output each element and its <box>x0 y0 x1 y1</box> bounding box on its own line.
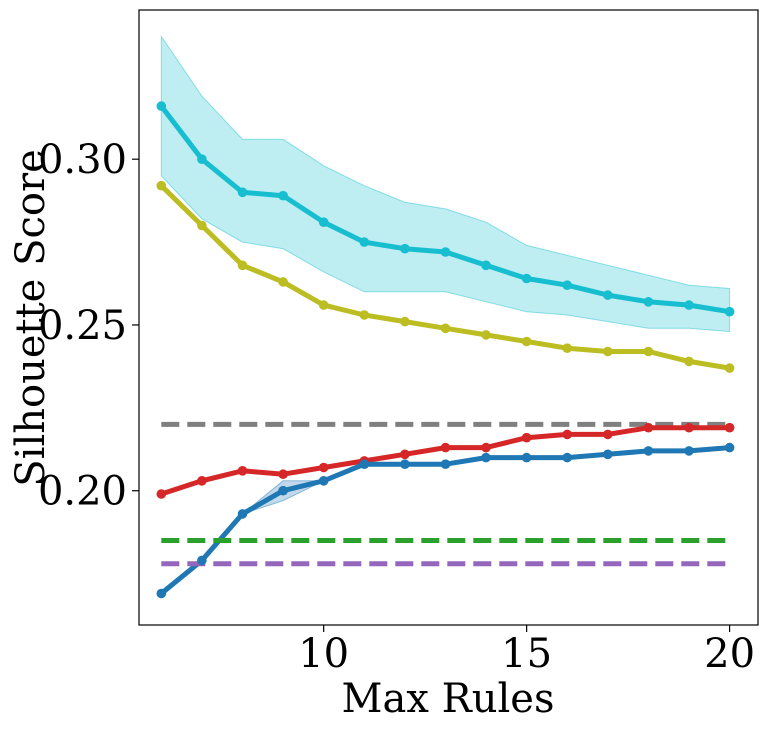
plot-area-frame <box>138 9 759 626</box>
series-0-point <box>278 190 288 201</box>
series-0-point <box>724 306 735 317</box>
series-3-point <box>318 462 329 473</box>
y-axis-ticks: 0.20 0.25 0.30 <box>38 137 139 515</box>
series-3-point <box>237 466 248 476</box>
series-3-point <box>643 422 654 433</box>
series-3-point <box>440 442 451 453</box>
series-4-point <box>318 476 329 486</box>
series-1-point <box>278 277 288 287</box>
series-3-point <box>278 469 288 480</box>
series-4-point <box>237 509 248 519</box>
series-4-point <box>562 452 572 463</box>
series-1-point <box>481 330 491 340</box>
series-1-point <box>156 180 167 191</box>
series-0-point <box>359 237 370 247</box>
series-3-point <box>481 442 491 453</box>
series-3-point <box>521 432 532 443</box>
series-3-point <box>400 449 410 460</box>
series-0-point <box>603 290 613 300</box>
y-tick-label: 0.25 <box>38 303 127 349</box>
series-1-point <box>318 300 329 310</box>
series-1-point <box>562 343 572 354</box>
series-1-point <box>684 356 694 367</box>
series-1-point <box>400 316 410 327</box>
series-0-point <box>440 247 451 257</box>
series-markers <box>156 101 735 599</box>
series-4-point <box>481 452 491 463</box>
x-tick-label: 20 <box>704 631 755 677</box>
series-4-point <box>603 449 613 460</box>
series-4-point <box>359 459 370 470</box>
series-3-point <box>684 422 694 433</box>
series-4-point <box>521 452 532 463</box>
series-4-point <box>440 459 451 470</box>
series-3-point <box>603 429 613 440</box>
series-1-point <box>359 310 370 320</box>
series-0-point <box>237 187 248 198</box>
series-1-point <box>237 260 248 271</box>
x-tick-label: 10 <box>298 631 349 677</box>
series-1-point <box>521 336 532 347</box>
series-3-point <box>197 476 207 486</box>
series-0-point <box>481 260 491 271</box>
series-4-point <box>643 446 654 456</box>
series-4-point <box>400 459 410 470</box>
series-0-point <box>400 243 410 254</box>
series-3-point <box>724 422 735 433</box>
y-axis-title: Silhouette Score <box>8 149 54 486</box>
x-tick-label: 15 <box>501 631 552 677</box>
y-tick-label: 0.30 <box>38 137 127 183</box>
series-0-band <box>160 34 731 333</box>
series-1-point <box>603 346 613 357</box>
series-3-point <box>562 429 572 440</box>
series-0-point <box>562 280 572 291</box>
series-1-point <box>724 363 735 373</box>
series-1-point <box>440 323 451 334</box>
x-axis-ticks: 10 15 20 <box>298 625 755 677</box>
y-tick-label: 0.20 <box>38 469 127 515</box>
series-1-point <box>643 346 654 357</box>
series-4-point <box>156 588 167 599</box>
series-4-point <box>684 446 694 456</box>
x-axis-title: Max Rules <box>342 676 555 722</box>
series-0-point <box>521 273 532 284</box>
series-0-point <box>156 101 167 111</box>
series-0-point <box>318 217 329 227</box>
series-0-point <box>643 297 654 307</box>
series-4-point <box>197 555 207 566</box>
series-0-point <box>197 154 207 164</box>
series-3-point <box>156 489 167 499</box>
series-1-point <box>197 220 207 231</box>
series-4-point <box>278 485 288 496</box>
series-0-point <box>684 300 694 310</box>
series-4-point <box>724 442 735 453</box>
